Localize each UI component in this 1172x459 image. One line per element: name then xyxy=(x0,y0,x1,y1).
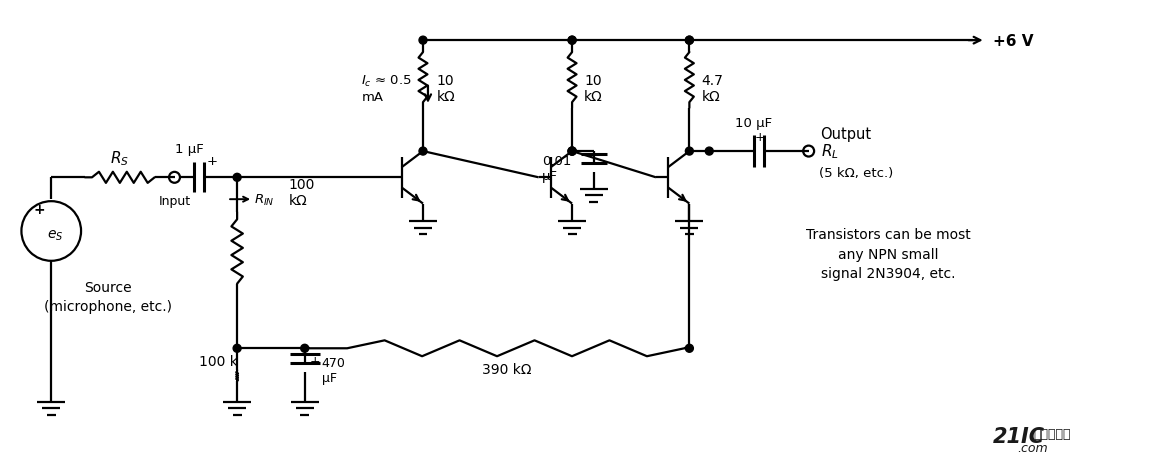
Text: 1 μF: 1 μF xyxy=(175,143,204,156)
Text: 中国电子网: 中国电子网 xyxy=(1034,427,1071,440)
Text: Transistors can be most
any NPN small
signal 2N3904, etc.: Transistors can be most any NPN small si… xyxy=(806,228,970,281)
Text: 21IC: 21IC xyxy=(993,426,1044,446)
Text: 100 k: 100 k xyxy=(199,354,238,369)
Text: $e_S$: $e_S$ xyxy=(47,228,63,243)
Circle shape xyxy=(301,345,308,353)
Circle shape xyxy=(686,148,694,156)
Circle shape xyxy=(568,148,577,156)
Text: 10
kΩ: 10 kΩ xyxy=(437,73,456,104)
Text: Input: Input xyxy=(158,195,191,208)
Text: 10
kΩ: 10 kΩ xyxy=(584,73,602,104)
Circle shape xyxy=(568,37,577,45)
Circle shape xyxy=(568,148,577,156)
Text: +: + xyxy=(309,354,320,367)
Text: $R_S$: $R_S$ xyxy=(110,149,129,168)
Text: Output: Output xyxy=(820,126,872,141)
Text: 470
μF: 470 μF xyxy=(321,356,346,384)
Text: +6 V: +6 V xyxy=(993,34,1033,49)
Circle shape xyxy=(686,37,694,45)
Text: $I_c$ ≈ 0.5
mA: $I_c$ ≈ 0.5 mA xyxy=(361,73,413,104)
Circle shape xyxy=(686,345,694,353)
Text: +: + xyxy=(755,131,765,144)
Circle shape xyxy=(233,345,241,353)
Text: 0.01
μF: 0.01 μF xyxy=(543,155,572,183)
Circle shape xyxy=(420,148,427,156)
Text: Source
(microphone, etc.): Source (microphone, etc.) xyxy=(43,281,172,313)
Circle shape xyxy=(706,148,714,156)
Text: 390 kΩ: 390 kΩ xyxy=(482,363,532,376)
Circle shape xyxy=(686,37,694,45)
Text: (5 kΩ, etc.): (5 kΩ, etc.) xyxy=(818,167,893,180)
Text: 4.7
kΩ: 4.7 kΩ xyxy=(701,73,723,104)
Text: .com: .com xyxy=(1017,441,1048,454)
Circle shape xyxy=(233,174,241,182)
Text: +: + xyxy=(206,155,217,168)
Circle shape xyxy=(420,37,427,45)
Circle shape xyxy=(568,37,577,45)
Circle shape xyxy=(568,148,577,156)
Text: $R_L$: $R_L$ xyxy=(820,142,838,161)
Text: 100
kΩ: 100 kΩ xyxy=(288,178,315,208)
Text: +: + xyxy=(33,203,45,217)
Text: $R_{IN}$: $R_{IN}$ xyxy=(254,192,274,207)
Text: 10 μF: 10 μF xyxy=(735,117,772,130)
